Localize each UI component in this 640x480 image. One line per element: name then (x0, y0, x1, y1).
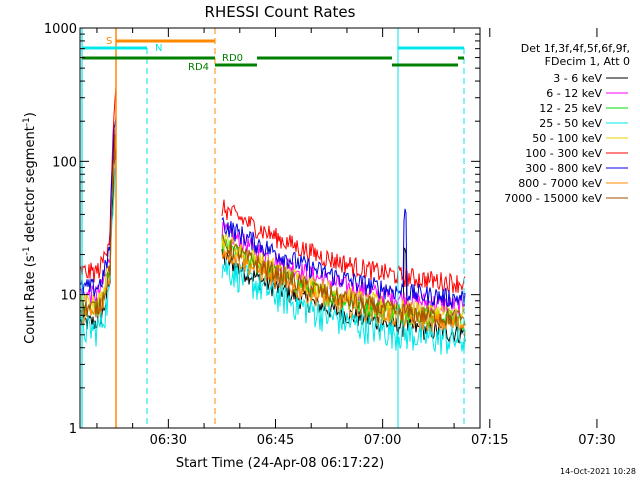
legend-label: 7000 - 15000 keV (504, 192, 602, 205)
y-tick-label: 100 (52, 155, 77, 170)
x-tick-label: 07:00 (364, 433, 401, 448)
plot-frame (79, 27, 481, 429)
y-axis-label-sup-1: -1 (22, 246, 32, 255)
legend-label: 50 - 100 keV (532, 132, 602, 145)
y-axis-label-part-2: detector segment (23, 126, 38, 246)
legend-label: 3 - 6 keV (553, 72, 602, 85)
legend-label: 800 - 7000 keV (518, 177, 602, 190)
y-axis-label-sup-2: -1 (22, 117, 32, 126)
state-annotation-label: S (106, 36, 112, 47)
x-tick-label: 07:15 (471, 433, 508, 448)
state-annotation-label: N (155, 43, 162, 54)
state-annotation-label: RD0 (222, 53, 243, 64)
y-axis-label-part-3: ) (23, 112, 38, 117)
legend-label: 100 - 300 keV (525, 147, 602, 160)
legend: Det 1f,3f,4f,5f,6f,9f, FDecim 1, Att 0 3… (504, 42, 630, 205)
footer-timestamp: 14-Oct-2021 10:28 (560, 467, 636, 476)
legend-label: 25 - 50 keV (539, 117, 602, 130)
y-tick-label: 1 (69, 422, 77, 437)
y-axis-label: Count Rate (s-1 detector segment-1) (22, 112, 38, 344)
legend-label: 6 - 12 keV (546, 87, 602, 100)
x-tick-label: 06:30 (150, 433, 187, 448)
legend-header-line-1: Det 1f,3f,4f,5f,6f,9f, (521, 42, 630, 55)
legend-header-line-2: FDecim 1, Att 0 (545, 55, 630, 68)
y-tick-label: 1000 (44, 22, 77, 37)
legend-label: 300 - 800 keV (525, 162, 602, 175)
series-line (80, 133, 466, 327)
x-axis-label: Start Time (24-Apr-08 06:17:22) (176, 456, 384, 471)
chart-title: RHESSI Count Rates (205, 3, 356, 21)
x-tick-label: 06:45 (257, 433, 294, 448)
y-axis-label-part-1: Count Rate (s (23, 255, 38, 344)
overlay-layer: S N RD0 RD4 (81, 28, 465, 428)
y-tick-label: 10 (60, 289, 77, 304)
x-tick-label: 07:30 (578, 433, 615, 448)
legend-label: 12 - 25 keV (539, 102, 602, 115)
data-layer (80, 85, 466, 355)
state-annotation-label: RD4 (188, 62, 209, 73)
